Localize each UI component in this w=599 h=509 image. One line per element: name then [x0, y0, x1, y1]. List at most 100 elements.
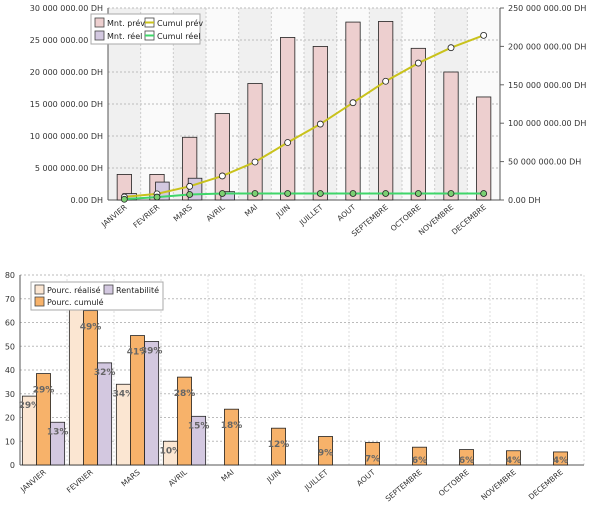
bar-pourc-cumule	[412, 446, 427, 466]
data-label: 10%	[160, 446, 182, 456]
x-tick-label: FEVRIER	[65, 468, 95, 495]
y-tick-label: 30 000 000.00 DH	[30, 4, 103, 13]
data-label: 49%	[80, 323, 102, 333]
legend-2-swatch	[34, 284, 45, 295]
legend-2-label: Rentabilité	[116, 285, 159, 295]
legend-1-label: Cumul prév	[157, 18, 203, 28]
point-cumul-prev	[349, 99, 357, 107]
data-label: 13%	[47, 427, 69, 437]
point-cumul-reel	[218, 190, 226, 197]
bar-pourc-cumule	[459, 449, 474, 466]
x-tick-label: AOUT	[335, 202, 357, 223]
point-cumul-prev	[382, 77, 390, 85]
x-tick-label: MAI	[219, 468, 235, 484]
legend-2-swatch	[34, 296, 45, 307]
line-cumul-reel	[124, 192, 484, 201]
y2-tick-label: 150 000 000.00 DH	[508, 81, 586, 90]
bar-rentabilite	[191, 415, 207, 466]
bar-mnt-prev	[476, 96, 492, 201]
data-label: 12%	[268, 440, 290, 450]
bar-mnt-prev	[345, 21, 361, 201]
data-label: 6%	[412, 456, 427, 466]
point-cumul-prev	[218, 172, 226, 180]
bar-pourc-cumule	[318, 436, 333, 466]
point-cumul-prev	[186, 182, 194, 190]
x-tick-label: MARS	[119, 467, 141, 488]
x-tick-label: MARS	[172, 202, 194, 223]
x-tick-label: AOUT	[355, 467, 377, 488]
point-cumul-reel	[186, 191, 194, 198]
point-cumul-prev	[447, 44, 455, 52]
bar-rentabilite	[50, 421, 66, 466]
bar-mnt-prev	[247, 83, 263, 201]
bar-rentabilite	[97, 362, 113, 466]
point-cumul-reel	[414, 190, 422, 197]
y-tick-label: 0	[10, 461, 15, 470]
y-tick-label: 10 000 000.00 DH	[30, 132, 103, 141]
point-cumul-prev	[414, 59, 422, 67]
x-tick-label: JANVIER	[99, 203, 129, 230]
point-cumul-reel	[480, 190, 488, 197]
y2-tick-label: 50 000 000.00 DH	[508, 158, 581, 167]
y2-tick-label: 100 000 000.00 DH	[508, 119, 586, 128]
bar-mnt-prev	[214, 113, 230, 201]
y-tick-label: 10	[5, 437, 15, 446]
point-cumul-reel	[382, 190, 390, 197]
point-cumul-reel	[120, 195, 128, 203]
y2-tick-label: 250 000 000.00 DH	[508, 4, 586, 13]
y-tick-label: 5 000 000.00 DH	[35, 164, 103, 173]
data-label: 4%	[553, 456, 568, 466]
x-tick-label: JANVIER	[18, 468, 48, 495]
data-label: 6%	[459, 456, 474, 466]
y-tick-label: 40	[5, 366, 15, 375]
legend-1: Mnt. prév Cumul prév Mnt. réel Cumul réel	[90, 13, 203, 45]
data-label: 32%	[94, 368, 116, 378]
x-tick-label: FEVRIER	[131, 203, 161, 230]
bar-pourc-cumule	[506, 450, 521, 466]
legend-1-label: Cumul réel	[157, 31, 200, 41]
point-cumul-reel	[316, 190, 324, 197]
x-tick-label: JUILLET	[302, 467, 330, 493]
y2-tick-label: 200 000 000.00 DH	[508, 42, 586, 51]
x-tick-label: AVRIL	[204, 202, 227, 223]
bar-rentabilite	[144, 341, 160, 466]
x-tick-label: NOVEMBRE	[479, 467, 518, 502]
point-cumul-reel	[153, 193, 161, 201]
point-cumul-prev	[316, 120, 324, 128]
y-tick-label: 30	[5, 390, 15, 399]
data-label: 39%	[141, 347, 163, 357]
bar-pourc-cumule	[365, 442, 380, 466]
bar-pourc-cumule	[36, 373, 51, 466]
data-label: 29%	[33, 386, 55, 396]
bar-pourc-cumule	[553, 451, 568, 466]
legend-1-label: Mnt. prév	[107, 18, 145, 28]
data-label: 34%	[113, 389, 135, 399]
y-tick-label: 20	[5, 414, 15, 423]
legend-2: Pourc. réalisé Rentabilité Pourc. cumulé	[30, 281, 164, 311]
legend-1-label: Mnt. réel	[107, 31, 142, 41]
data-label: 7%	[365, 454, 380, 464]
data-label: 41%	[127, 348, 149, 358]
data-label: 29%	[19, 401, 41, 411]
bar-mnt-prev	[280, 37, 296, 201]
data-label: 28%	[174, 389, 196, 399]
bar-mnt-prev	[410, 47, 426, 201]
y-tick-label: 20 000 000.00 DH	[30, 68, 103, 77]
bar-pourc-cumule	[83, 310, 98, 466]
y-tick-label: 50	[5, 342, 15, 351]
point-cumul-prev	[284, 139, 292, 146]
bar-mnt-prev	[378, 21, 394, 201]
legend-2-box	[30, 281, 164, 311]
x-tick-label: JUIN	[274, 203, 292, 221]
data-label: 15%	[188, 421, 210, 431]
point-cumul-reel	[447, 190, 455, 197]
x-tick-label: SEPTEMBRE	[384, 467, 424, 503]
y-tick-label: 80	[5, 271, 15, 280]
data-label: 9%	[318, 449, 333, 459]
y-tick-label: 15 000 000.00 DH	[30, 100, 103, 109]
y-tick-label: 25 000 000.00 DH	[30, 36, 103, 45]
y-tick-label: 0.00 DH	[70, 196, 103, 205]
bar-pourc-cumule	[271, 427, 286, 466]
x-tick-label: JUILLET	[297, 202, 325, 228]
x-tick-label: AVRIL	[167, 467, 190, 488]
